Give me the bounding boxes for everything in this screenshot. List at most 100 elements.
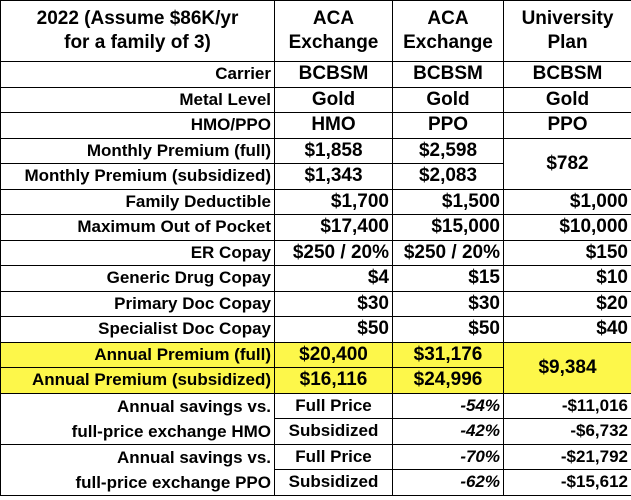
cell-line: University xyxy=(521,8,614,29)
cell-value: -$11,016 xyxy=(503,392,631,419)
table-row: Subsidized -42% -$6,732 xyxy=(1,418,631,445)
cell-value: -70% xyxy=(392,443,504,470)
cell-value: PPO xyxy=(392,112,504,139)
table-row: Annual savings vs. full-price exchange HM… xyxy=(0,392,631,445)
table-row: 2022 (Assume $86K/yr for a family of 3) AC… xyxy=(0,0,631,62)
cell-value: $31,176 xyxy=(392,341,504,368)
cell-value: Gold xyxy=(274,86,393,113)
cell-value: $2,083 xyxy=(392,163,504,190)
cell-value: $15 xyxy=(392,265,504,292)
cell-value: $9,384 xyxy=(503,341,631,394)
cell-line: for a family of 3) xyxy=(64,32,211,53)
cell-line: ACA xyxy=(427,8,469,29)
table-row: Specialist Doc Copay $50 $50 $40 xyxy=(0,316,631,343)
cell-value: Subsidized xyxy=(274,418,393,445)
cell-line: 2022 (Assume $86K/yr xyxy=(36,8,239,29)
cell-value: BCBSM xyxy=(392,61,504,88)
cell-line: Exchange xyxy=(403,32,493,53)
cell-value: $10 xyxy=(503,265,631,292)
table-row: Annual Premium (subsidized) $16,116 $24,99… xyxy=(0,367,631,394)
cell-value: $50 xyxy=(274,316,393,343)
cell-value: $20,400 xyxy=(274,341,393,368)
cell-line: Plan xyxy=(547,32,588,53)
header-title: 2022 (Assume $86K/yr for a family of 3) xyxy=(0,0,275,62)
cell-value: $20 xyxy=(503,290,631,317)
cell-value: $50 xyxy=(392,316,504,343)
cell-value: BCBSM xyxy=(274,61,393,88)
cell-value: PPO xyxy=(503,112,631,139)
cell-value: -$15,612 xyxy=(503,469,631,496)
cell-value: Gold xyxy=(503,86,631,113)
row-label: Specialist Doc Copay xyxy=(0,316,275,343)
cell-value: Subsidized xyxy=(274,469,393,496)
cell-line: full-price exchange PPO xyxy=(75,472,271,492)
row-label: Maximum Out of Pocket xyxy=(0,214,275,241)
cell-value: $250 / 20% xyxy=(392,239,504,266)
cell-value: $15,000 xyxy=(392,214,504,241)
cell-value: $1,500 xyxy=(392,188,504,215)
table-row: HMO/PPO HMO PPO PPO xyxy=(0,112,631,139)
row-label: Annual savings vs. full-price exchange HM… xyxy=(0,392,275,445)
table-row: Generic Drug Copay $4 $15 $10 xyxy=(0,265,631,292)
cell-value: $782 xyxy=(503,137,631,190)
cell-value: -$6,732 xyxy=(503,418,631,445)
column-header: ACA Exchange xyxy=(274,0,393,62)
cell-value: $30 xyxy=(274,290,393,317)
table-row: Subsidized -62% -$15,612 xyxy=(1,469,631,496)
cell-value: HMO xyxy=(274,112,393,139)
column-header: ACA Exchange xyxy=(392,0,504,62)
cell-value: Full Price xyxy=(274,443,393,470)
table-row: Monthly Premium (full) $1,858 $2,598 $782 xyxy=(0,137,631,190)
cell-value: $10,000 xyxy=(503,214,631,241)
cell-value: -42% xyxy=(392,418,504,445)
row-label: Monthly Premium (subsidized) xyxy=(0,163,275,190)
cell-line: Exchange xyxy=(288,32,379,53)
cell-value: $1,000 xyxy=(503,188,631,215)
row-label: Metal Level xyxy=(0,86,275,113)
cell-line: full-price exchange HMO xyxy=(71,421,271,441)
cell-line: Annual savings vs. xyxy=(117,447,271,467)
cell-value: $40 xyxy=(503,316,631,343)
cell-value: $250 / 20% xyxy=(274,239,393,266)
column-header: University Plan xyxy=(503,0,631,62)
table-row: Primary Doc Copay $30 $30 $20 xyxy=(0,290,631,317)
cell-value: $1,700 xyxy=(274,188,393,215)
table-row: Metal Level Gold Gold Gold xyxy=(0,86,631,113)
cell-value: $17,400 xyxy=(274,214,393,241)
row-label: Carrier xyxy=(0,61,275,88)
row-label: Primary Doc Copay xyxy=(0,290,275,317)
row-label: Monthly Premium (full) xyxy=(0,137,275,164)
cell-value: $30 xyxy=(392,290,504,317)
cell-value: $4 xyxy=(274,265,393,292)
cell-value: -54% xyxy=(392,392,504,419)
row-label: ER Copay xyxy=(0,239,275,266)
cell-value: Gold xyxy=(392,86,504,113)
cell-value: $24,996 xyxy=(392,367,504,394)
table-row: Annual Premium (full) $20,400 $31,176 $9,38… xyxy=(0,341,631,394)
cell-value: -$21,792 xyxy=(503,443,631,470)
table-row: Maximum Out of Pocket $17,400 $15,000 $10,0… xyxy=(0,214,631,241)
cell-value: -62% xyxy=(392,469,504,496)
cell-value: $150 xyxy=(503,239,631,266)
row-label: Generic Drug Copay xyxy=(0,265,275,292)
cell-value: $1,858 xyxy=(274,137,393,164)
cell-line: Annual savings vs. xyxy=(117,396,271,416)
cell-value: $2,598 xyxy=(392,137,504,164)
cell-value: $1,343 xyxy=(274,163,393,190)
cell-value: Full Price xyxy=(274,392,393,419)
table-row: Family Deductible $1,700 $1,500 $1,000 xyxy=(0,188,631,215)
row-label: Family Deductible xyxy=(0,188,275,215)
row-label: HMO/PPO xyxy=(0,112,275,139)
cell-value: $16,116 xyxy=(274,367,393,394)
table-row: Annual savings vs. full-price exchange PP… xyxy=(0,443,631,496)
row-label: Annual savings vs. full-price exchange PP… xyxy=(0,443,275,496)
table-row: Monthly Premium (subsidized) $1,343 $2,083 xyxy=(0,163,631,190)
cell-line: ACA xyxy=(312,8,355,29)
row-label: Annual Premium (subsidized) xyxy=(0,367,275,394)
cell-value: BCBSM xyxy=(503,61,631,88)
table-row: Carrier BCBSM BCBSM BCBSM xyxy=(0,61,631,88)
table-row: ER Copay $250 / 20% $250 / 20% $150 xyxy=(0,239,631,266)
